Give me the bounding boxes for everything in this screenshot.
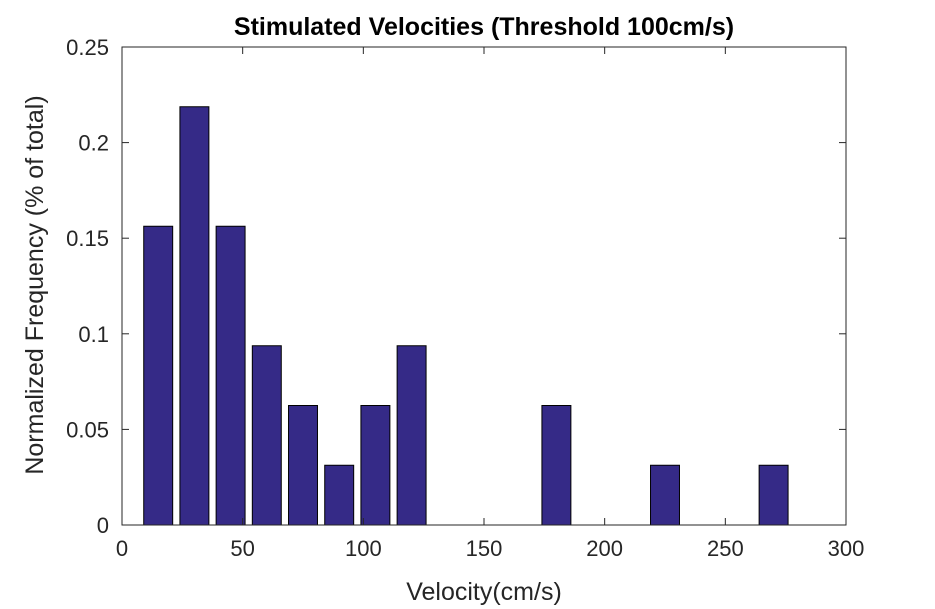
- bar: [251, 345, 282, 526]
- bar: [650, 464, 680, 526]
- x-tick-label: 200: [586, 536, 623, 561]
- x-tick-label: 50: [230, 536, 254, 561]
- bar: [143, 225, 174, 526]
- y-tick-label: 0.05: [66, 417, 109, 442]
- plot-area-frame: [121, 46, 847, 526]
- x-tick-label: 300: [828, 536, 865, 561]
- y-tick-label: 0.25: [66, 35, 109, 60]
- x-tick-label: 150: [466, 536, 503, 561]
- x-tick-label: 100: [345, 536, 382, 561]
- bar: [215, 225, 246, 526]
- y-tick-label: 0.2: [78, 131, 109, 156]
- bar: [758, 464, 789, 526]
- bar: [360, 405, 391, 526]
- tick-labels-group: 0 50 100 150 200 250 300 0 0.05 0.1 0.15 0.2 0.25: [66, 35, 864, 561]
- bar: [179, 106, 210, 526]
- x-tick-label: 250: [707, 536, 744, 561]
- x-axis-label: Velocity(cm/s): [406, 578, 562, 606]
- y-tick-label: 0.15: [66, 226, 109, 251]
- bar: [541, 405, 572, 526]
- y-axis-label: Normalized Frequency (% of total): [21, 95, 49, 474]
- y-tick-label: 0: [97, 513, 109, 538]
- y-tick-label: 0.1: [78, 322, 109, 347]
- chart-title: Stimulated Velocities (Threshold 100cm/s…: [234, 13, 734, 41]
- bar: [324, 464, 355, 526]
- bar: [288, 405, 318, 526]
- bars-group: [143, 106, 789, 526]
- x-tick-label: 0: [116, 536, 128, 561]
- bar: [396, 345, 427, 526]
